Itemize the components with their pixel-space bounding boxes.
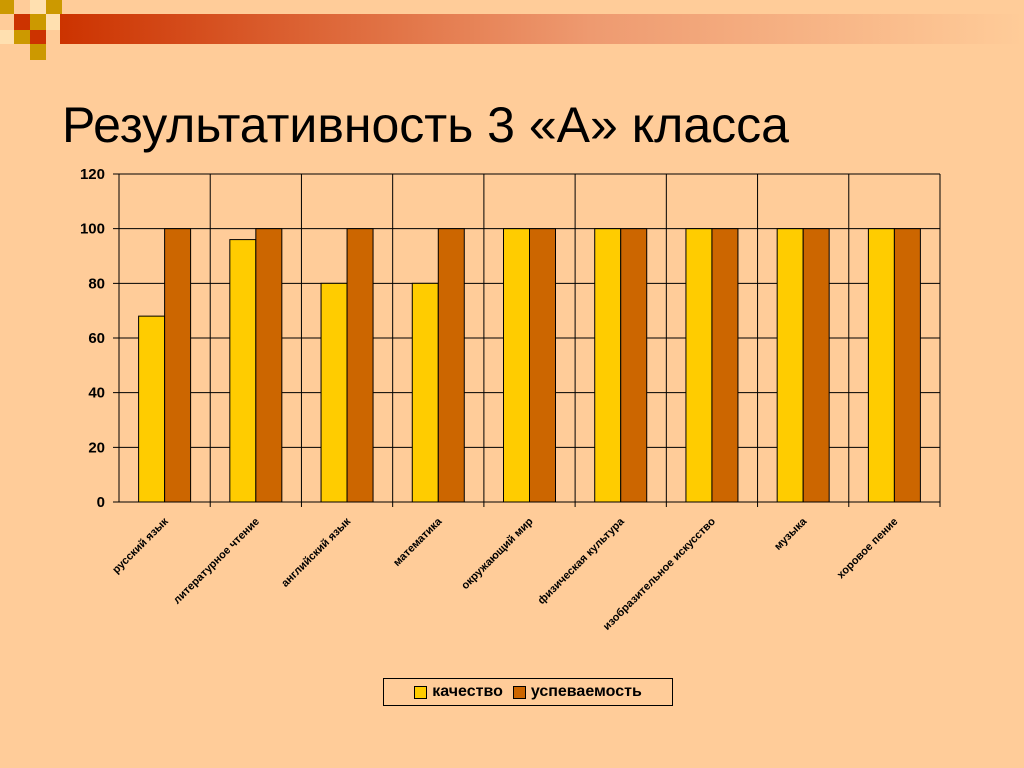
y-tick-label: 120 — [80, 166, 105, 183]
decor-square — [30, 0, 46, 14]
decor-square — [30, 44, 46, 60]
decor-square — [30, 14, 46, 30]
x-category-label: литературное чтение — [171, 516, 262, 607]
x-category-label: музыка — [772, 515, 810, 553]
bar-progress — [346, 228, 374, 503]
x-category-label: хоровое пение — [835, 516, 901, 582]
bar-progress — [529, 228, 556, 503]
legend-swatch-quality — [414, 685, 428, 699]
slide-title: Результативность 3 «А» класса — [62, 97, 789, 153]
decor-square — [46, 14, 60, 30]
bar-progress — [164, 228, 192, 503]
bar-quality — [320, 282, 348, 503]
x-category-label: математика — [391, 515, 445, 569]
legend-swatch-progress — [512, 685, 526, 699]
decorative-header-band — [0, 0, 1024, 60]
decor-square — [30, 30, 46, 44]
decor-square — [46, 0, 62, 14]
decor-square — [0, 0, 14, 14]
y-tick-label: 40 — [88, 385, 105, 402]
bar-quality — [594, 228, 622, 503]
bar-quality — [503, 228, 530, 503]
bar-progress — [893, 228, 921, 503]
decor-square — [14, 30, 30, 44]
decor-square — [0, 30, 14, 44]
bar-quality — [138, 315, 166, 503]
chart-legend: качество успеваемость — [383, 678, 673, 706]
bar-progress — [437, 228, 465, 503]
y-tick-label: 100 — [80, 221, 105, 238]
legend-label-quality: качество — [432, 683, 503, 700]
bar-quality — [685, 228, 713, 503]
y-tick-label: 20 — [88, 439, 105, 456]
gradient-band — [60, 14, 1024, 44]
x-category-label: изобразительное искусство — [601, 515, 718, 632]
bar-progress — [620, 228, 648, 503]
legend-label-progress: успеваемость — [530, 683, 642, 700]
legend-item-progress: успеваемость — [512, 683, 642, 701]
x-category-label: английский язык — [279, 515, 353, 589]
bar-quality — [411, 282, 439, 503]
x-category-label: окружающий мир — [459, 515, 536, 592]
y-tick-label: 80 — [88, 275, 105, 292]
chart-bars — [138, 228, 921, 503]
decor-square — [14, 14, 30, 30]
bar-quality — [776, 228, 804, 503]
x-axis-categories: русский язык литературное чтение английски… — [110, 515, 900, 633]
y-tick-label: 0 — [97, 494, 105, 511]
x-category-label: русский язык — [110, 515, 171, 576]
bar-quality — [229, 239, 257, 503]
bar-progress — [711, 228, 739, 503]
legend-item-quality: качество — [414, 683, 503, 701]
bar-quality — [867, 228, 895, 503]
bar-progress — [255, 228, 283, 503]
x-category-label: физическая культура — [536, 515, 628, 607]
y-tick-label: 60 — [88, 330, 105, 347]
y-axis-ticks: 0 20 40 60 80 100 120 — [80, 166, 105, 511]
bar-progress — [802, 228, 830, 503]
